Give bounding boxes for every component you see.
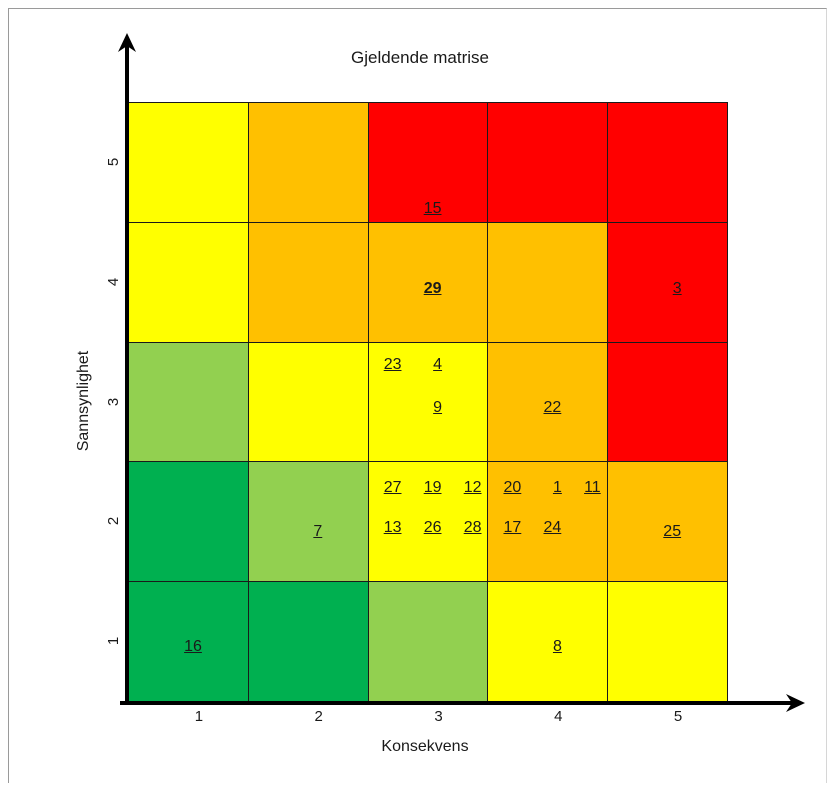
risk-marker-4: 4 bbox=[433, 355, 443, 373]
matrix-cell-l4-k1 bbox=[128, 221, 249, 343]
risk-matrix-grid: 15 29 3 23 4 9 22 7 27 19 12 13 26 28 20 1 11 17 24 25 16 8 bbox=[128, 102, 728, 702]
matrix-cell-l4-k2 bbox=[247, 221, 369, 343]
matrix-cell-l5-k1 bbox=[128, 102, 249, 223]
matrix-title: Gjeldende matrise bbox=[351, 48, 489, 67]
risk-marker-11: 11 bbox=[584, 479, 601, 497]
risk-marker-7: 7 bbox=[313, 523, 323, 541]
matrix-cell-l3-k5 bbox=[607, 341, 728, 463]
matrix-cell-l4-k5 bbox=[607, 221, 728, 343]
risk-marker-26: 26 bbox=[423, 519, 442, 537]
x-tick-5: 5 bbox=[673, 708, 683, 725]
matrix-cell-l1-k1 bbox=[128, 581, 249, 702]
risk-marker-27: 27 bbox=[383, 479, 402, 497]
matrix-cell-l2-k3 bbox=[367, 461, 489, 583]
matrix-cell-l1-k2 bbox=[247, 581, 369, 702]
x-tick-1: 1 bbox=[194, 708, 204, 725]
y-tick-1: 1 bbox=[105, 636, 122, 646]
risk-marker-9: 9 bbox=[433, 398, 443, 416]
y-tick-5: 5 bbox=[105, 157, 122, 167]
matrix-cell-l5-k2 bbox=[247, 102, 369, 223]
matrix-cell-l1-k4 bbox=[487, 581, 609, 702]
y-tick-3: 3 bbox=[105, 397, 122, 406]
matrix-cell-l2-k2 bbox=[247, 461, 369, 583]
risk-marker-22: 22 bbox=[543, 398, 562, 416]
risk-marker-24: 24 bbox=[543, 519, 562, 537]
matrix-cell-l2-k5 bbox=[607, 461, 728, 583]
y-tick-4: 4 bbox=[105, 277, 122, 286]
matrix-cell-l5-k5 bbox=[607, 102, 728, 223]
matrix-cell-l3-k4 bbox=[487, 341, 609, 463]
risk-marker-28: 28 bbox=[463, 519, 482, 537]
risk-marker-19: 19 bbox=[423, 479, 442, 497]
matrix-cell-l5-k4 bbox=[487, 102, 609, 223]
risk-marker-29: 29 bbox=[423, 279, 442, 297]
risk-marker-13: 13 bbox=[383, 519, 402, 537]
y-tick-2: 2 bbox=[105, 517, 122, 526]
x-tick-4: 4 bbox=[554, 708, 563, 725]
matrix-cell-l1-k5 bbox=[607, 581, 728, 702]
matrix-cell-l3-k3 bbox=[367, 341, 489, 463]
matrix-cell-l2-k1 bbox=[128, 461, 249, 583]
matrix-cell-l1-k3 bbox=[367, 581, 489, 702]
risk-marker-16: 16 bbox=[184, 638, 202, 656]
risk-marker-12: 12 bbox=[463, 479, 482, 497]
risk-marker-3: 3 bbox=[672, 279, 682, 297]
risk-marker-8: 8 bbox=[552, 638, 562, 656]
risk-marker-23: 23 bbox=[383, 355, 402, 373]
y-axis-label: Sannsynlighet bbox=[75, 350, 92, 452]
x-axis-arrowhead bbox=[786, 694, 805, 712]
y-axis-arrowhead bbox=[118, 33, 136, 52]
figure-frame bbox=[8, 8, 827, 783]
x-tick-2: 2 bbox=[314, 708, 323, 725]
risk-marker-20: 20 bbox=[503, 479, 522, 497]
matrix-cell-l5-k3 bbox=[367, 102, 489, 223]
risk-marker-1: 1 bbox=[552, 479, 562, 497]
x-tick-3: 3 bbox=[434, 708, 443, 725]
risk-marker-17: 17 bbox=[503, 519, 522, 537]
risk-marker-25: 25 bbox=[663, 523, 682, 541]
matrix-cell-l3-k2 bbox=[247, 341, 369, 463]
risk-marker-15: 15 bbox=[423, 200, 442, 217]
x-axis-label: Konsekvens bbox=[381, 738, 469, 755]
